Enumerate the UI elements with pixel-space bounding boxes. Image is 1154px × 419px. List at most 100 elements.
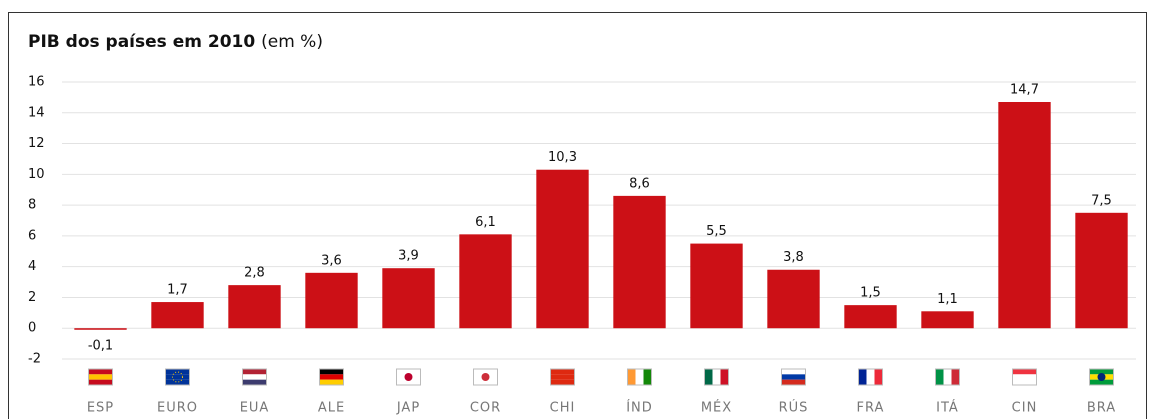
flag-border (781, 368, 806, 386)
data-label: 2,8 (244, 266, 265, 281)
flag-border (1089, 368, 1114, 386)
flag-part (858, 369, 867, 385)
data-label: 1,7 (167, 283, 188, 298)
data-label: 8,6 (629, 176, 650, 191)
flag-part (396, 369, 421, 375)
flag-part (781, 379, 806, 385)
flag-part (1012, 374, 1037, 380)
flag-part (550, 374, 575, 380)
flag-part (1089, 369, 1114, 375)
flag-part (396, 379, 421, 385)
flag-part (88, 379, 113, 385)
x-tick-label: ÍND (626, 400, 653, 416)
flag-border (935, 368, 960, 386)
flag-border (1012, 368, 1037, 386)
data-label: 1,1 (937, 292, 958, 307)
flag-part (319, 379, 344, 385)
flag-border (704, 368, 729, 386)
flag-part (165, 369, 190, 375)
flag-part (473, 369, 498, 375)
data-label: 5,5 (706, 224, 727, 239)
flag-part (88, 369, 113, 375)
bar (844, 305, 897, 329)
flag-border (858, 368, 883, 386)
data-label: 10,3 (548, 150, 577, 165)
x-tick-label: RÚS (779, 400, 809, 416)
x-tick-label: CIN (1012, 401, 1038, 416)
flag-border (165, 368, 190, 386)
flag-part (319, 369, 344, 375)
data-label: 7,5 (1091, 193, 1112, 208)
y-tick-label: 16 (28, 75, 45, 90)
flag-part (242, 379, 267, 385)
y-tick-label: 14 (28, 105, 45, 120)
flag-part (172, 371, 183, 383)
x-tick-label: ESP (87, 401, 114, 416)
flag-part (720, 369, 729, 385)
y-tick-label: 2 (28, 290, 36, 305)
flag-part (1089, 379, 1114, 385)
flag-border (396, 368, 421, 386)
y-tick-label: 8 (28, 198, 36, 213)
flag-part (88, 374, 113, 380)
chart-title: PIB dos países em 2010 (em %) (28, 32, 323, 52)
x-tick-label: COR (470, 401, 501, 416)
bar (613, 195, 666, 329)
flag-border (319, 368, 344, 386)
flag-part (550, 379, 575, 385)
flag-part (1012, 379, 1037, 385)
y-tick-label: 12 (28, 136, 45, 151)
bar (921, 311, 974, 329)
title-main: PIB dos países em 2010 (28, 32, 255, 52)
y-tick-label: 10 (28, 167, 45, 182)
bar (536, 169, 589, 329)
flag-part (866, 369, 875, 385)
flag-part (781, 369, 806, 375)
x-tick-label: CHI (550, 401, 576, 416)
flag-part (951, 369, 960, 385)
flag-border (473, 368, 498, 386)
flag-part (643, 369, 652, 385)
flag-part (635, 369, 644, 385)
x-tick-label: FRA (857, 401, 885, 416)
bar (151, 302, 204, 329)
data-label: 3,8 (783, 250, 804, 265)
data-label: 1,5 (860, 286, 881, 301)
flag-part (781, 374, 806, 380)
x-tick-label: JAP (396, 401, 420, 416)
flag-part (627, 369, 636, 385)
bar (382, 268, 435, 329)
bar (1075, 212, 1128, 329)
bar (74, 328, 127, 330)
x-tick-label: ALE (318, 401, 345, 416)
x-tick-label: BRA (1087, 401, 1116, 416)
data-label: 3,9 (398, 249, 419, 264)
flag-part (165, 379, 190, 385)
flag-part (943, 369, 952, 385)
x-tick-label: EURO (157, 401, 198, 416)
bar (305, 272, 358, 329)
flag-part (165, 374, 190, 380)
bar (690, 243, 743, 329)
x-tick-label: MÉX (701, 400, 732, 416)
flag-part (242, 374, 267, 380)
flag-part (319, 374, 344, 380)
flag-border (242, 368, 267, 386)
flag-part (481, 373, 490, 381)
flag-part (935, 369, 944, 385)
y-tick-label: 0 (28, 321, 36, 336)
data-label: -0,1 (88, 339, 113, 354)
data-label: 14,7 (1010, 83, 1039, 98)
flag-part (712, 369, 721, 385)
title-suffix: (em %) (261, 32, 323, 52)
bar (459, 234, 512, 329)
x-tick-label: ITÁ (936, 400, 959, 416)
flag-border (550, 368, 575, 386)
y-tick-label: 6 (28, 228, 36, 243)
flag-part (1012, 369, 1037, 375)
data-label: 6,1 (475, 215, 496, 230)
data-label: 3,6 (321, 253, 342, 268)
flag-part (874, 369, 883, 385)
bar (767, 269, 820, 329)
